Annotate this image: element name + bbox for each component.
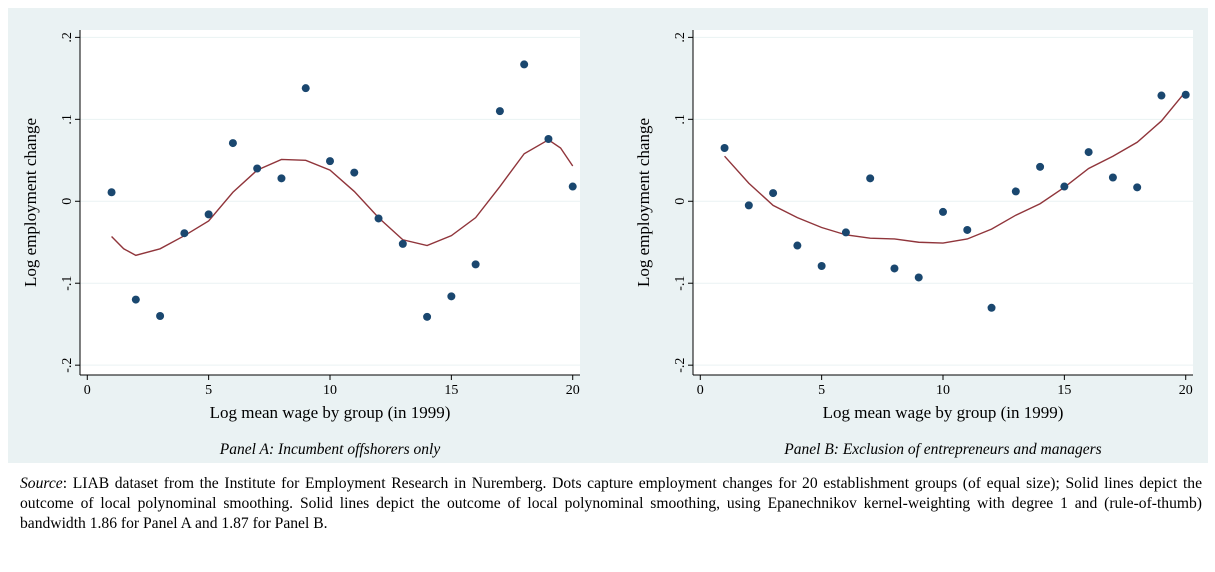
y-axis-title: Log employment change: [634, 118, 653, 287]
y-axis-title: Log employment change: [21, 118, 40, 287]
data-point: [866, 174, 875, 183]
data-point: [1133, 183, 1142, 192]
data-point: [841, 228, 850, 237]
data-point: [793, 241, 802, 250]
data-point: [520, 60, 529, 69]
x-tick-label: 20: [1179, 383, 1193, 398]
data-point: [374, 214, 383, 223]
x-axis-title: Log mean wage by group (in 1999): [823, 403, 1064, 422]
y-tick-label: -.2: [673, 358, 688, 373]
data-point: [447, 292, 456, 301]
data-point: [253, 164, 262, 173]
x-tick-label: 20: [566, 383, 580, 398]
plot-area: [80, 30, 580, 375]
data-point: [817, 262, 826, 271]
x-tick-label: 15: [1057, 383, 1071, 398]
y-tick-label: .2: [60, 32, 75, 43]
note-text: : LIAB dataset from the Institute for Em…: [20, 475, 1202, 532]
x-tick-label: 0: [84, 383, 91, 398]
panel-caption: Panel B: Exclusion of entrepreneurs and …: [783, 441, 1101, 458]
data-point: [890, 264, 899, 273]
panel-caption: Panel A: Incumbent offshorers only: [219, 441, 441, 458]
data-point: [744, 201, 753, 210]
x-tick-label: 10: [936, 383, 950, 398]
data-point: [471, 260, 480, 269]
data-point: [914, 273, 923, 282]
smoothing-line: [724, 91, 1187, 244]
data-point: [963, 225, 972, 234]
data-point: [1157, 91, 1166, 100]
data-point: [398, 239, 407, 248]
data-point: [204, 210, 213, 219]
data-point: [326, 157, 334, 166]
data-point: [939, 207, 947, 216]
data-point: [495, 107, 504, 116]
data-point: [1084, 148, 1093, 157]
plot-area: [693, 30, 1193, 375]
data-point: [769, 189, 778, 198]
figure: -.2 -.1 0 .1 .2 0 5 10 15 20 Log mean wage by grou…: [8, 8, 1208, 463]
data-point: [301, 84, 310, 93]
data-point: [544, 134, 553, 143]
x-tick-label: 10: [323, 383, 337, 398]
y-tick-label: -.1: [60, 276, 75, 291]
data-point: [350, 168, 359, 177]
x-tick-label: 5: [205, 383, 212, 398]
y-tick-label: .1: [673, 114, 688, 125]
x-tick-label: 15: [444, 383, 458, 398]
data-point: [568, 182, 577, 191]
data-point: [131, 295, 140, 304]
data-point: [156, 311, 165, 320]
data-point: [1108, 173, 1117, 182]
y-tick-label: 0: [60, 198, 75, 205]
x-tick-label: 5: [818, 383, 825, 398]
y-tick-label: .1: [60, 114, 75, 125]
note-label: Source: [20, 475, 63, 492]
source-note: Source: LIAB dataset from the Institute …: [20, 474, 1202, 534]
data-point: [180, 229, 189, 238]
data-point: [720, 144, 729, 153]
x-axis-title: Log mean wage by group (in 1999): [210, 403, 451, 422]
data-point: [1011, 187, 1020, 196]
data-point: [277, 174, 286, 183]
x-tick-label: 0: [697, 383, 704, 398]
data-point: [1060, 182, 1069, 191]
y-tick-label: 0: [673, 198, 688, 205]
data-point: [1181, 90, 1190, 99]
data-point: [107, 188, 116, 197]
y-tick-label: -.1: [673, 276, 688, 291]
y-tick-label: .2: [673, 32, 688, 43]
data-point: [1036, 162, 1045, 171]
data-point: [228, 139, 237, 148]
y-tick-label: -.2: [60, 358, 75, 373]
data-point: [987, 303, 996, 312]
smoothing-line: [111, 138, 574, 257]
data-point: [423, 312, 432, 321]
